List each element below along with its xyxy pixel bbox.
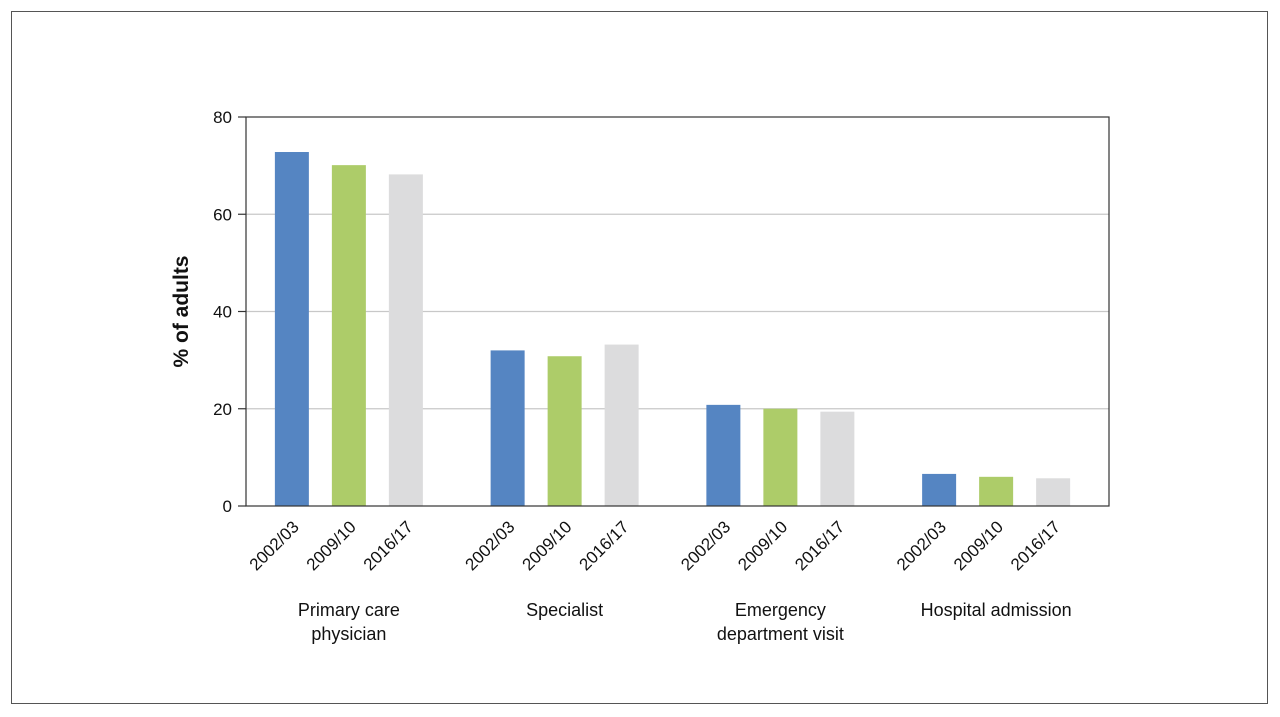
- y-axis: 0 20 40 60 80: [213, 108, 246, 516]
- x-tick-label: 2016/17: [576, 517, 633, 574]
- y-tick-label: 80: [213, 108, 232, 127]
- bar: [820, 411, 855, 506]
- category-label-line: department visit: [717, 624, 844, 644]
- category-label-line: Specialist: [526, 600, 603, 620]
- x-tick-label: 2009/10: [519, 517, 576, 574]
- bar: [274, 152, 309, 506]
- category-label-line: Hospital admission: [921, 600, 1072, 620]
- x-tick-label: 2002/03: [893, 517, 950, 574]
- category-label: Emergency department visit: [717, 600, 844, 644]
- bar: [1036, 478, 1071, 506]
- y-tick-label: 0: [223, 497, 232, 516]
- category-label-line: Emergency: [735, 600, 826, 620]
- category-label: Primary care physician: [298, 600, 400, 644]
- x-tick-label: 2016/17: [360, 517, 417, 574]
- bar: [979, 476, 1014, 506]
- bar: [604, 344, 639, 506]
- bar: [706, 404, 741, 506]
- bar: [763, 408, 798, 506]
- y-tick-label: 60: [213, 205, 232, 224]
- chart-frame: [11, 11, 1268, 704]
- x-tick-label: 2002/03: [677, 517, 734, 574]
- category-label-line: physician: [311, 624, 386, 644]
- x-tick-label: 2009/10: [303, 517, 360, 574]
- bars: [274, 152, 1071, 507]
- bar: [490, 350, 525, 506]
- category-label: Specialist: [526, 600, 603, 620]
- x-tick-label: 2009/10: [734, 517, 791, 574]
- bar: [331, 165, 366, 507]
- bar: [547, 356, 582, 506]
- y-tick-label: 20: [213, 400, 232, 419]
- x-tick-label: 2016/17: [1007, 517, 1064, 574]
- x-tick-label: 2009/10: [950, 517, 1007, 574]
- x-tick-label: 2002/03: [462, 517, 519, 574]
- gridlines: [246, 213, 1109, 410]
- x-tick-label: 2016/17: [791, 517, 848, 574]
- bar: [388, 174, 423, 506]
- y-axis-title: % of adults: [170, 255, 193, 367]
- bar: [922, 473, 957, 506]
- x-tick-label: 2002/03: [246, 517, 303, 574]
- category-label-line: Primary care: [298, 600, 400, 620]
- y-tick-label: 40: [213, 303, 232, 322]
- category-label: Hospital admission: [921, 600, 1072, 620]
